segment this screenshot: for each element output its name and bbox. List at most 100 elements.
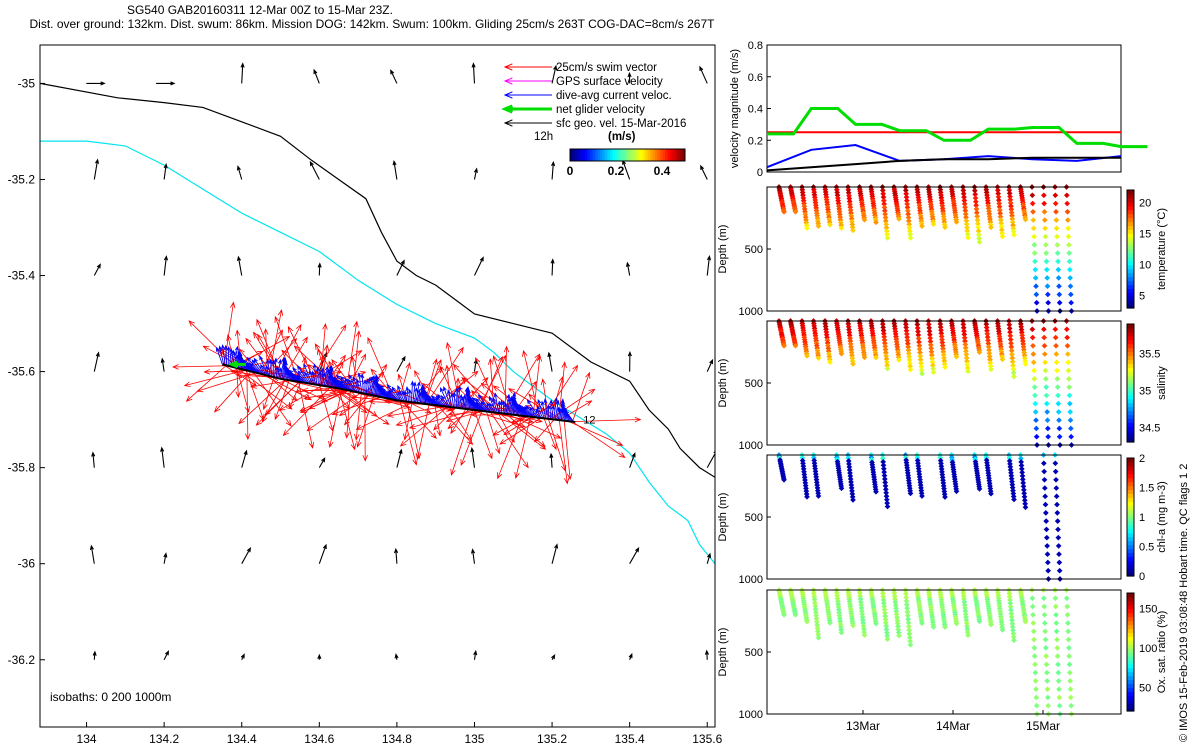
geo-vector-arrow <box>163 650 170 661</box>
section-colorbar-cell <box>1127 679 1134 685</box>
profile-sample-marker <box>1045 299 1051 306</box>
profile-sample-marker <box>1045 425 1051 432</box>
profile-sample-marker <box>1044 409 1050 415</box>
profile-sample-marker <box>918 360 924 366</box>
section-colorbar-cell <box>1127 564 1134 569</box>
profile-sample-marker <box>1022 216 1029 223</box>
speed-colorbar-cell <box>645 149 648 161</box>
map-y-tick-label: -35.4 <box>8 269 36 283</box>
profile-sample-marker <box>1053 628 1060 635</box>
profile-sample-marker <box>1010 369 1017 376</box>
profile-sample-marker <box>988 621 994 628</box>
profile-sample-marker <box>1043 518 1049 524</box>
speed-colorbar-cell <box>650 149 653 161</box>
section-colorbar-cell <box>1127 683 1134 688</box>
geo-vector-arrow <box>241 449 248 468</box>
profile-sample-marker <box>811 593 817 600</box>
profile-sample-marker <box>1008 347 1015 354</box>
velocity-y-label: velocity magnitude (m/s) <box>729 49 741 168</box>
profile-sample-marker <box>1041 603 1047 610</box>
geo-vector-arrow <box>706 358 714 372</box>
profile-sample-marker <box>873 354 879 361</box>
section-colorbar-cell <box>1127 687 1134 692</box>
swim-vector-arrow <box>267 375 298 402</box>
profile-sample-marker <box>986 347 992 353</box>
profile-sample-marker <box>1031 250 1038 256</box>
profile-sample-marker <box>1030 208 1036 215</box>
profile-sample-marker <box>1011 496 1017 503</box>
profile-sample-marker <box>1043 645 1049 651</box>
profile-sample-marker <box>1066 653 1072 659</box>
dac-vector-arrow <box>297 370 309 384</box>
profile-sample-marker <box>880 324 886 331</box>
profile-sample-marker <box>1056 425 1063 432</box>
section-colorbar-cell <box>1127 663 1134 669</box>
section-colorbar-cell <box>1127 497 1134 502</box>
swim-vector-arrow <box>316 348 330 387</box>
speed-colorbar-cell <box>665 149 668 161</box>
section-colorbar-tick-label: 15 <box>1139 228 1151 240</box>
profile-sample-marker <box>792 342 799 349</box>
section-colorbar-cell <box>1127 229 1134 234</box>
profile-sample-marker <box>919 620 925 626</box>
section-colorbar-cell <box>1127 213 1134 219</box>
profile-sample-marker <box>995 194 1002 200</box>
section-colorbar-cell <box>1127 707 1134 712</box>
dac-vector-arrow <box>215 346 223 365</box>
section-colorbar-cell <box>1127 367 1134 372</box>
profile-sample-marker <box>792 208 799 215</box>
profile-sample-marker <box>781 208 787 215</box>
swim-vector-arrow <box>345 320 359 391</box>
profile-sample-marker <box>1042 628 1048 635</box>
profile-sample-marker <box>1042 501 1049 508</box>
dac-vector-arrow <box>458 393 463 409</box>
profile-sample-marker <box>999 356 1006 363</box>
profile-sample-marker <box>1007 196 1014 203</box>
profile-sample-marker <box>814 625 821 632</box>
profile-sample-marker <box>999 233 1006 240</box>
profile-sample-marker <box>1045 694 1051 701</box>
dac-vector-arrow <box>273 357 278 378</box>
dac-vector-arrow <box>387 390 398 401</box>
speed-colorbar-cell <box>605 149 608 161</box>
profile-sample-marker <box>1033 433 1040 440</box>
section-colorbar-cell <box>1127 536 1134 542</box>
speed-colorbar-cell <box>682 149 686 161</box>
section-colorbar-tick-label: 1.5 <box>1139 483 1154 495</box>
section-colorbar-cell <box>1127 532 1134 538</box>
profile-sample-marker <box>1043 376 1049 382</box>
profile-sample-marker <box>1055 275 1062 281</box>
profile-sample-marker <box>915 335 922 342</box>
profile-sample-marker <box>906 218 912 224</box>
section-colorbar-tick-label: 35.5 <box>1139 349 1160 361</box>
profile-sample-marker <box>1006 187 1013 194</box>
geo-vector-arrow <box>318 457 326 468</box>
profile-sample-marker <box>880 321 886 327</box>
dac-vector-arrow <box>564 409 575 423</box>
section-colorbar-cell <box>1127 398 1134 404</box>
speed-colorbar-cell <box>630 149 633 161</box>
profile-sample-marker <box>884 496 890 503</box>
profile-sample-marker <box>1045 559 1051 566</box>
swim-vector-arrow <box>298 381 315 449</box>
profile-sample-marker <box>1031 376 1038 382</box>
speed-colorbar-cell <box>677 149 681 161</box>
profile-sample-marker <box>942 224 948 231</box>
section-colorbar-cell <box>1127 556 1134 561</box>
section-colorbar-cell <box>1127 241 1134 246</box>
swim-vector-arrow <box>572 421 626 459</box>
section-colorbar-cell <box>1127 296 1134 301</box>
section-y-label: Depth (m) <box>717 493 729 542</box>
swim-vector-arrow <box>235 367 241 398</box>
profile-sample-marker <box>1053 611 1059 618</box>
section-colorbar-cell <box>1127 505 1134 510</box>
section-colorbar-cell <box>1127 624 1134 629</box>
profile-sample-marker <box>906 350 912 357</box>
profile-sample-marker <box>881 330 887 337</box>
swim-vector-arrow <box>338 388 357 451</box>
dac-vector-arrow <box>403 389 408 402</box>
profile-sample-marker <box>873 620 879 627</box>
profile-sample-marker <box>1052 192 1059 199</box>
profile-sample-marker <box>963 221 970 227</box>
swim-vector-arrow <box>282 386 331 437</box>
